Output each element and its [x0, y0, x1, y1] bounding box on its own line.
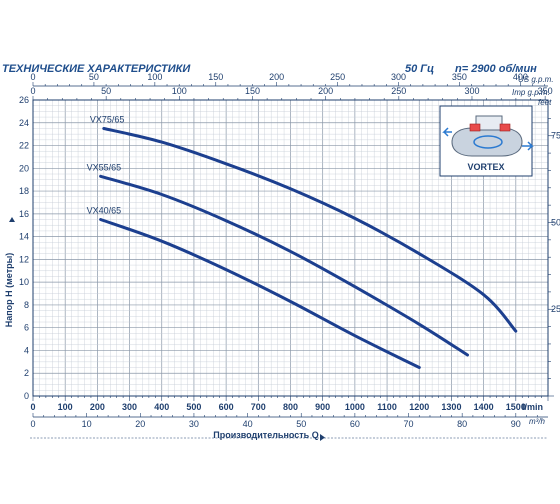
x-axis-ticks-lmin: 0 100 200 300 400 500 600 700 800 900 1000 1100 1200… [30, 396, 549, 412]
feet-axis-ticks: 25 50 75 [548, 100, 560, 397]
lmin-tick-label: 400 [154, 402, 169, 412]
m3h-tick-label: 20 [135, 419, 145, 429]
lmin-tick-label: 200 [90, 402, 105, 412]
chart-title: ТЕХНИЧЕСКИЕ ХАРАКТЕРИСТИКИ [2, 63, 191, 75]
x-axis-arrow-icon [320, 434, 325, 441]
imp-gpm-tick-label: 250 [391, 86, 406, 96]
speed-label: n= 2900 об/мин [455, 63, 537, 75]
m3h-tick-label: 0 [30, 419, 35, 429]
lmin-tick-label: 1500 [506, 402, 526, 412]
m3h-tick-label: 70 [404, 419, 414, 429]
us-gpm-tick-label: 150 [208, 72, 223, 82]
y-tick-label: 20 [19, 163, 29, 173]
y-tick-label: 0 [24, 391, 29, 401]
y-axis-label: Напор H (метры) [4, 253, 14, 328]
y-tick-label: 14 [19, 232, 29, 242]
m3h-tick-label: 10 [82, 419, 92, 429]
lmin-tick-label: 700 [251, 402, 266, 412]
us-gpm-tick-label: 250 [330, 72, 345, 82]
m3h-unit: m³/h [529, 417, 546, 426]
y-axis-arrow-icon [9, 217, 15, 222]
us-gpm-tick-label: 200 [269, 72, 284, 82]
vortex-pump-icon [442, 115, 534, 157]
imp-gpm-tick-label: 150 [245, 86, 260, 96]
y-tick-label: 8 [24, 300, 29, 310]
lmin-tick-label: 1300 [441, 402, 461, 412]
m3h-tick-label: 80 [457, 419, 467, 429]
lmin-tick-label: 0 [30, 402, 35, 412]
lmin-tick-label: 100 [58, 402, 73, 412]
y-tick-label: 18 [19, 186, 29, 196]
top-axes: 0 50 100 150 200 250 300 350 400 0 50 100 150 200 250 3… [30, 72, 553, 100]
us-gpm-tick-label: 350 [452, 72, 467, 82]
us-gpm-tick-label: 0 [30, 72, 35, 82]
series-label: VX40/65 [87, 206, 122, 216]
imp-gpm-tick-label: 350 [538, 86, 553, 96]
y-tick-label: 2 [24, 368, 29, 378]
lmin-tick-label: 500 [186, 402, 201, 412]
inset-label: VORTEX [467, 162, 504, 172]
y-tick-label: 24 [19, 118, 29, 128]
us-gpm-tick-label: 400 [513, 72, 528, 82]
m3h-tick-label: 30 [189, 419, 199, 429]
x-axis-ticks-m3h: 0 10 20 30 40 50 60 70 80 90 [30, 413, 548, 429]
feet-tick-label: 75 [551, 131, 560, 141]
series-line [99, 174, 469, 357]
m3h-tick-label: 40 [243, 419, 253, 429]
lmin-tick-label: 1000 [345, 402, 365, 412]
imp-gpm-unit: Imp g.p.m. [512, 88, 550, 97]
us-gpm-tick-label: 50 [89, 72, 99, 82]
feet-tick-label: 50 [551, 217, 560, 227]
lmin-tick-label: 300 [122, 402, 137, 412]
pump-curves: VX75/65 VX55/65 VX40/65 [87, 114, 518, 369]
lmin-tick-label: 800 [283, 402, 298, 412]
us-gpm-unit: US g.p.m. [518, 75, 554, 84]
y-tick-label: 22 [19, 141, 29, 151]
y-tick-label: 12 [19, 254, 29, 264]
y-tick-label: 4 [24, 345, 29, 355]
lmin-tick-label: 900 [315, 402, 330, 412]
us-gpm-tick-label: 100 [147, 72, 162, 82]
imp-gpm-tick-label: 200 [318, 86, 333, 96]
y-tick-label: 6 [24, 323, 29, 333]
frequency-label: 50 Гц [405, 63, 434, 75]
series-label: VX55/65 [87, 162, 122, 172]
series-line [102, 127, 518, 333]
m3h-tick-label: 60 [350, 419, 360, 429]
y-tick-label: 16 [19, 209, 29, 219]
feet-tick-label: 25 [551, 304, 560, 314]
lmin-tick-label: 1400 [474, 402, 494, 412]
vortex-inset: VORTEX [439, 105, 534, 177]
lmin-tick-label: 1100 [377, 402, 397, 412]
m3h-tick-label: 90 [511, 419, 521, 429]
imp-gpm-tick-label: 0 [30, 86, 35, 96]
lmin-unit: l/min [522, 402, 543, 412]
feet-unit: feet [538, 98, 552, 107]
x-axis-label: Производительность Q [213, 430, 318, 440]
imp-gpm-tick-label: 300 [464, 86, 479, 96]
series-line [99, 218, 421, 369]
us-gpm-tick-label: 300 [391, 72, 406, 82]
imp-gpm-tick-label: 100 [172, 86, 187, 96]
lmin-tick-label: 1200 [409, 402, 429, 412]
y-tick-label: 10 [19, 277, 29, 287]
series-label: VX75/65 [90, 114, 125, 124]
lmin-tick-label: 600 [219, 402, 234, 412]
m3h-tick-label: 50 [296, 419, 306, 429]
y-tick-label: 26 [19, 95, 29, 105]
imp-gpm-tick-label: 50 [101, 86, 111, 96]
